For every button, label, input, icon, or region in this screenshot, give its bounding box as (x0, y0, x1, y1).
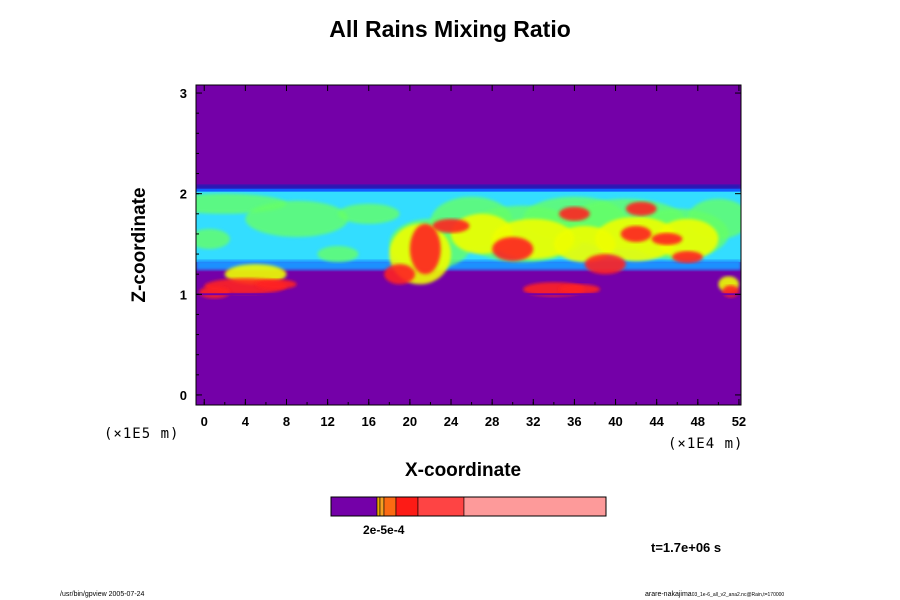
rain-cell (255, 279, 297, 290)
y-tick-label: 2 (180, 187, 187, 202)
x-tick-label: 48 (691, 414, 705, 429)
x-unit-label: (×1E4 m) (668, 436, 744, 452)
y-unit-label: (×1E5 m) (104, 426, 180, 442)
time-label: t=1.7e+06 s (651, 540, 722, 555)
footer-right: arare-nakajima03_1e-6_all_v2_ana2.nc@Rai… (645, 591, 784, 598)
layer-top-blue-band (196, 188, 741, 193)
colorbar-swatch (383, 496, 397, 517)
x-tick-label: 36 (567, 414, 581, 429)
plot-frame (195, 84, 742, 406)
x-tick-label: 32 (526, 414, 540, 429)
x-tick-label: 20 (403, 414, 417, 429)
yellow-patch (656, 218, 719, 260)
rain-cell (651, 232, 683, 245)
rain-cell (432, 218, 470, 233)
footer-right-main: arare-nakajima (645, 591, 692, 598)
x-ticks: 0 4 8 12 16 20 24 28 32 36 40 44 48 52 (201, 85, 746, 429)
green-patch (196, 228, 230, 250)
green-patch (245, 200, 349, 237)
x-tick-label: 0 (201, 414, 208, 429)
y-tick-label: 1 (180, 287, 187, 302)
x-tick-label: 24 (444, 414, 459, 429)
y-axis-label: Z-coordinate (129, 187, 150, 303)
x-tick-label: 52 (732, 414, 746, 429)
chart-title: All Rains Mixing Ratio (329, 16, 571, 42)
rain-cell (492, 236, 534, 262)
rain-cell (199, 286, 230, 299)
rain-cell (558, 206, 590, 221)
layer-bottom-blue-band (196, 260, 741, 271)
colorbar-swatch (395, 496, 419, 517)
colorbar-swatch (379, 496, 385, 517)
x-tick-label: 12 (320, 414, 334, 429)
x-tick-label: 44 (649, 414, 664, 429)
colorbar-swatch (376, 496, 381, 517)
rain-cell (672, 251, 703, 264)
field-layer (196, 85, 741, 405)
y-tick-label: 3 (180, 86, 187, 101)
rain-cell (558, 284, 601, 295)
x-tick-label: 16 (362, 414, 376, 429)
y-ticks: 0 1 2 3 (180, 86, 741, 403)
colorbar (330, 496, 607, 517)
colorbar-frame (330, 496, 607, 517)
x-tick-label: 8 (283, 414, 290, 429)
colorbar-label: 2e-5e-4 (363, 523, 405, 537)
green-patch (317, 246, 359, 263)
footer-left: /usr/bin/gpview 2005-07-24 (60, 591, 145, 598)
colorbar-swatch (463, 496, 607, 517)
colorbar-swatch (330, 496, 378, 517)
rain-cell (409, 223, 441, 275)
layer-top-dark-band (196, 184, 741, 190)
rain-cell (722, 285, 739, 298)
x-tick-label: 4 (242, 414, 250, 429)
y-tick-label: 0 (180, 388, 187, 403)
rain-cell (625, 201, 657, 216)
rain-cell (620, 225, 652, 242)
x-axis-label: X-coordinate (405, 460, 522, 481)
rain-cell (584, 254, 626, 275)
rain-cell (384, 264, 416, 285)
x-tick-label: 28 (485, 414, 499, 429)
green-patch (337, 203, 400, 224)
footer-right-small: 03_1e-6_all_v2_ana2.nc@Rain,t=170000 (691, 592, 785, 598)
x-tick-label: 40 (608, 414, 622, 429)
colorbar-swatch (417, 496, 465, 517)
